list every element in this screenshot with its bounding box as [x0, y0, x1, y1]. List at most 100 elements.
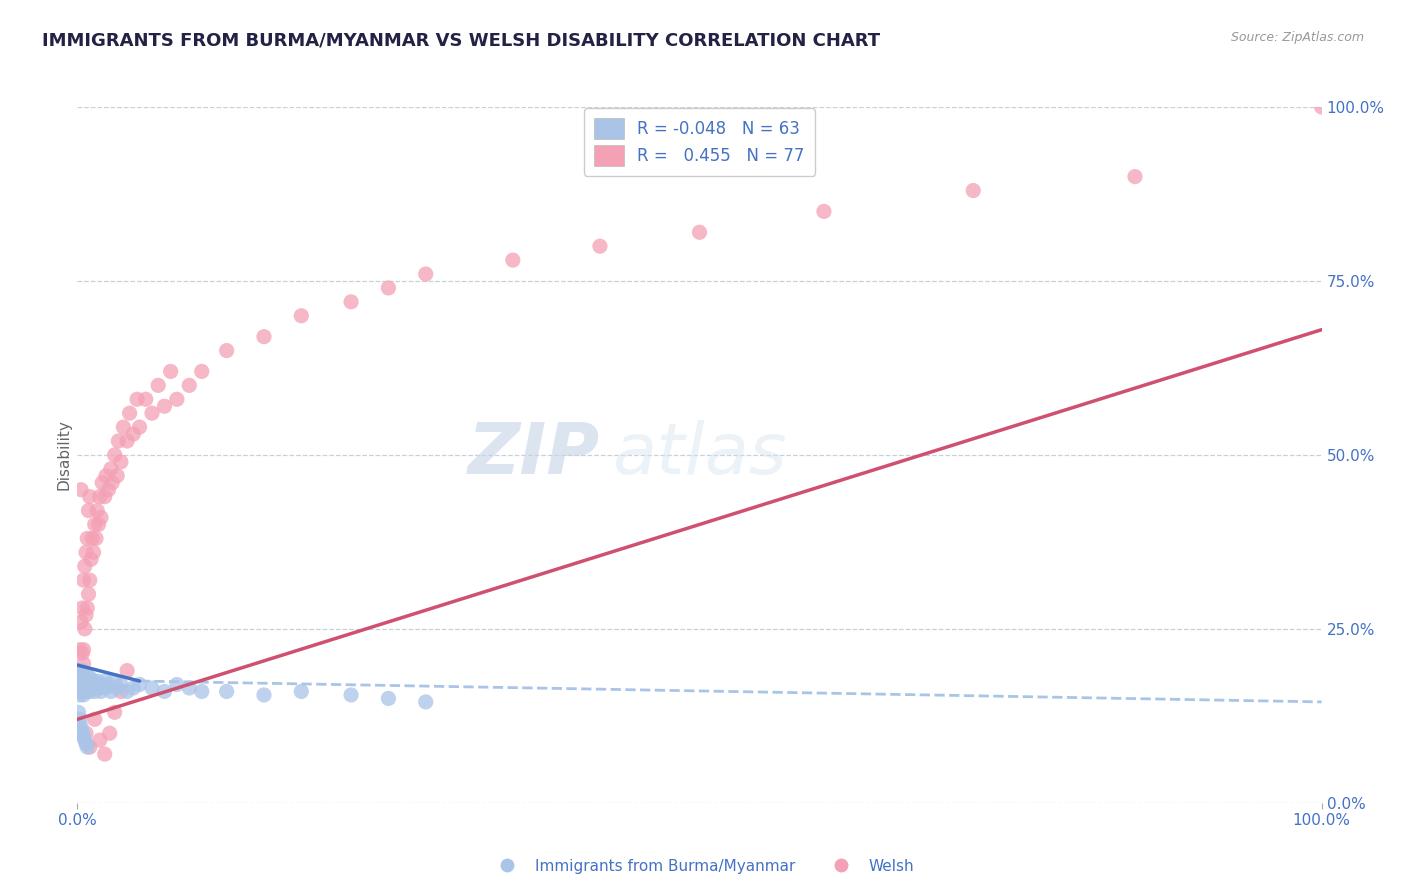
Point	[105, 468, 128, 483]
Point	[70, 483, 93, 497]
Point	[75, 545, 97, 559]
Point	[75, 726, 97, 740]
Point	[69, 671, 91, 685]
Point	[84, 677, 107, 691]
Point	[128, 420, 150, 434]
Point	[179, 681, 201, 695]
Point	[97, 677, 120, 691]
Point	[69, 677, 91, 691]
Point	[125, 392, 148, 407]
Point	[253, 329, 276, 343]
Point	[105, 681, 128, 695]
Point	[100, 684, 122, 698]
Point	[98, 726, 121, 740]
Point	[72, 642, 94, 657]
Point	[82, 681, 104, 695]
Point	[215, 343, 238, 358]
Point	[141, 406, 163, 420]
Point	[76, 601, 98, 615]
Point	[122, 427, 145, 442]
Point	[290, 684, 312, 698]
Point	[70, 615, 93, 629]
Point	[91, 475, 114, 490]
Point	[135, 392, 157, 407]
Point	[79, 573, 101, 587]
Point	[77, 681, 100, 695]
Point	[90, 510, 112, 524]
Point	[69, 642, 91, 657]
Point	[72, 726, 94, 740]
Point	[166, 392, 188, 407]
Point	[72, 688, 94, 702]
Point	[79, 671, 101, 685]
Point	[72, 646, 94, 660]
Point	[122, 681, 145, 695]
Point	[73, 733, 96, 747]
Point	[148, 378, 170, 392]
Legend: Immigrants from Burma/Myanmar, Welsh: Immigrants from Burma/Myanmar, Welsh	[486, 853, 920, 880]
Point	[67, 674, 90, 689]
Point	[104, 706, 127, 720]
Point	[70, 667, 93, 681]
Point	[89, 490, 111, 504]
Point	[80, 677, 103, 691]
Point	[112, 420, 135, 434]
Point	[80, 552, 103, 566]
Point	[73, 677, 96, 691]
Legend: R = -0.048   N = 63, R =   0.455   N = 77: R = -0.048 N = 63, R = 0.455 N = 77	[583, 109, 815, 176]
Point	[93, 747, 115, 761]
Point	[100, 462, 122, 476]
Point	[72, 664, 94, 678]
Point	[253, 688, 276, 702]
Point	[67, 684, 90, 698]
Point	[79, 490, 101, 504]
Point	[215, 684, 238, 698]
Point	[104, 448, 127, 462]
Point	[813, 204, 835, 219]
Point	[77, 587, 100, 601]
Point	[94, 681, 117, 695]
Point	[75, 667, 97, 681]
Point	[115, 684, 138, 698]
Point	[377, 691, 399, 706]
Point	[91, 677, 114, 691]
Point	[69, 712, 91, 726]
Point	[72, 671, 94, 685]
Point	[70, 719, 93, 733]
Point	[67, 684, 90, 698]
Point	[415, 695, 437, 709]
Point	[76, 684, 98, 698]
Point	[76, 740, 98, 755]
Point	[82, 532, 104, 546]
Point	[83, 674, 105, 689]
Point	[115, 434, 138, 448]
Text: IMMIGRANTS FROM BURMA/MYANMAR VS WELSH DISABILITY CORRELATION CHART: IMMIGRANTS FROM BURMA/MYANMAR VS WELSH D…	[42, 31, 880, 49]
Point	[77, 674, 100, 689]
Point	[153, 684, 176, 698]
Point	[415, 267, 437, 281]
Point	[689, 225, 711, 239]
Y-axis label: Disability: Disability	[56, 419, 72, 491]
Point	[70, 664, 93, 678]
Point	[72, 677, 94, 691]
Point	[75, 674, 97, 689]
Point	[101, 475, 124, 490]
Point	[84, 532, 107, 546]
Point	[589, 239, 612, 253]
Point	[83, 517, 105, 532]
Point	[73, 559, 96, 574]
Point	[72, 657, 94, 671]
Point	[67, 706, 90, 720]
Point	[90, 684, 112, 698]
Text: Source: ZipAtlas.com: Source: ZipAtlas.com	[1230, 31, 1364, 45]
Point	[89, 733, 111, 747]
Point	[107, 434, 129, 448]
Point	[72, 684, 94, 698]
Point	[70, 723, 93, 737]
Point	[153, 399, 176, 413]
Point	[191, 364, 214, 378]
Point	[79, 684, 101, 698]
Point	[110, 455, 132, 469]
Point	[75, 737, 97, 751]
Point	[141, 681, 163, 695]
